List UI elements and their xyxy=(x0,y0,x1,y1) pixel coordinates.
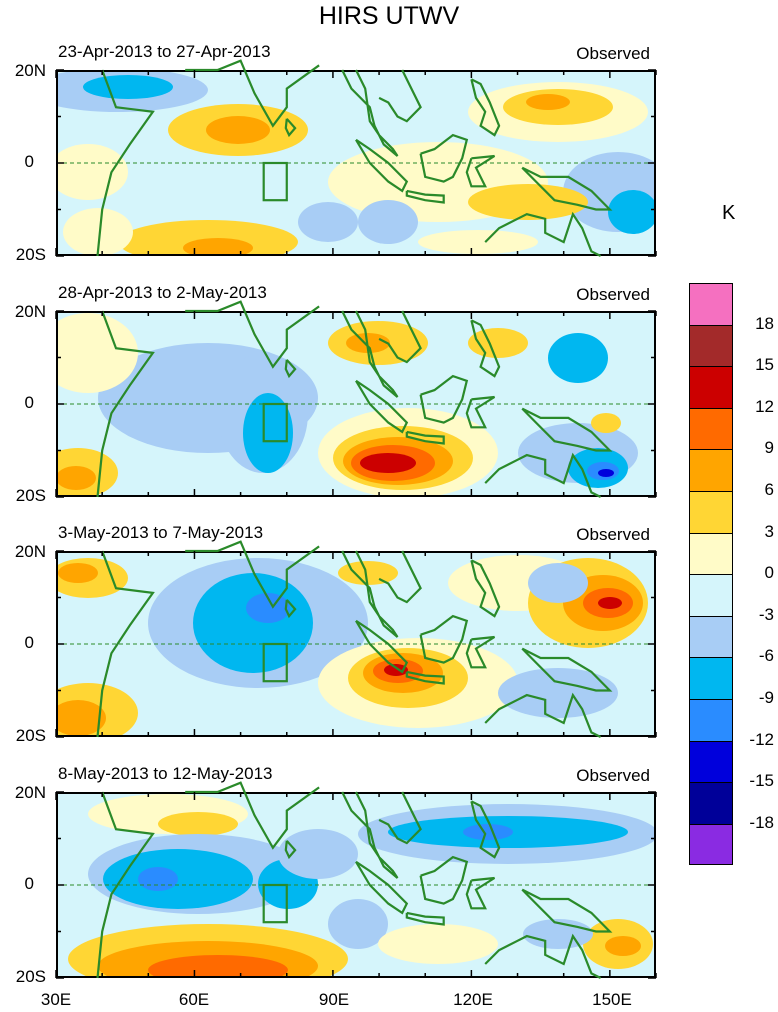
lon-label-90e: 90E xyxy=(318,990,350,1009)
colorbar-swatch xyxy=(689,449,733,491)
colorbar-label: 15 xyxy=(755,355,774,375)
panel-3-title: 3-May-2013 to 7-May-2013 xyxy=(58,523,264,542)
field-map-2 xyxy=(58,313,654,495)
map-panel-2 xyxy=(56,311,656,497)
lat-label-20n-p1: 20N xyxy=(14,61,46,80)
lat-label-0-p4: 0 xyxy=(24,874,34,893)
colorbar-label: 6 xyxy=(764,480,774,499)
lat-label-20n-p2: 20N xyxy=(14,302,46,321)
colorbar xyxy=(689,283,733,866)
panel-4-label: Observed xyxy=(576,766,650,785)
panel-1-label: Observed xyxy=(576,44,650,63)
panel-2-label: Observed xyxy=(576,285,650,304)
lat-label-0-p2: 0 xyxy=(24,393,34,412)
lat-label-0-p1: 0 xyxy=(24,152,34,171)
colorbar-swatch xyxy=(689,490,733,533)
field-map-3 xyxy=(58,553,654,735)
colorbar-label: -15 xyxy=(749,771,774,791)
colorbar-label: 3 xyxy=(764,521,774,541)
colorbar-swatch xyxy=(689,740,733,783)
colorbar-label: 12 xyxy=(755,396,774,416)
lat-label-0-p3: 0 xyxy=(24,633,34,652)
panel-4-title: 8-May-2013 to 12-May-2013 xyxy=(58,764,273,783)
colorbar-label: -12 xyxy=(749,729,774,749)
colorbar-label: 9 xyxy=(764,438,774,458)
colorbar-unit: K xyxy=(722,202,736,224)
panel-1-title: 23-Apr-2013 to 27-Apr-2013 xyxy=(58,42,271,61)
colorbar-label: -6 xyxy=(758,646,774,666)
lon-label-150e: 150E xyxy=(592,990,632,1009)
lat-label-20s-p3: 20S xyxy=(15,726,46,745)
lon-label-120e: 120E xyxy=(453,990,493,1009)
lat-label-20n-p3: 20N xyxy=(14,542,46,561)
lon-label-60e: 60E xyxy=(178,990,210,1009)
lat-label-20s-p2: 20S xyxy=(15,486,46,505)
colorbar-label: -9 xyxy=(758,688,774,707)
colorbar-label: 18 xyxy=(755,313,774,333)
colorbar-swatch xyxy=(689,698,733,741)
colorbar-swatch xyxy=(689,823,733,866)
lat-label-20n-p4: 20N xyxy=(14,783,46,802)
colorbar-swatch xyxy=(689,615,733,658)
colorbar-label: 0 xyxy=(764,563,774,583)
map-panel-1 xyxy=(56,70,656,256)
panel-3-label: Observed xyxy=(576,525,650,544)
colorbar-label: -3 xyxy=(758,604,774,624)
lat-label-20s-p1: 20S xyxy=(15,245,46,264)
colorbar-swatch xyxy=(689,407,733,450)
map-panel-4 xyxy=(56,792,656,978)
panel-2-title: 28-Apr-2013 to 2-May-2013 xyxy=(58,283,267,302)
colorbar-swatch xyxy=(689,657,733,699)
map-panel-3 xyxy=(56,551,656,737)
colorbar-swatch xyxy=(689,782,733,824)
colorbar-swatch xyxy=(689,574,733,616)
colorbar-swatch xyxy=(689,532,733,575)
colorbar-swatch xyxy=(689,366,733,408)
colorbar-swatch xyxy=(689,324,733,367)
field-map-4 xyxy=(58,794,654,976)
figure-title: HIRS UTWV xyxy=(318,2,460,30)
lon-label-30e: 30E xyxy=(40,990,72,1009)
field-map-1 xyxy=(58,72,654,254)
colorbar-swatch xyxy=(689,283,733,325)
colorbar-label: -18 xyxy=(749,812,774,832)
lat-label-20s-p4: 20S xyxy=(15,967,46,986)
